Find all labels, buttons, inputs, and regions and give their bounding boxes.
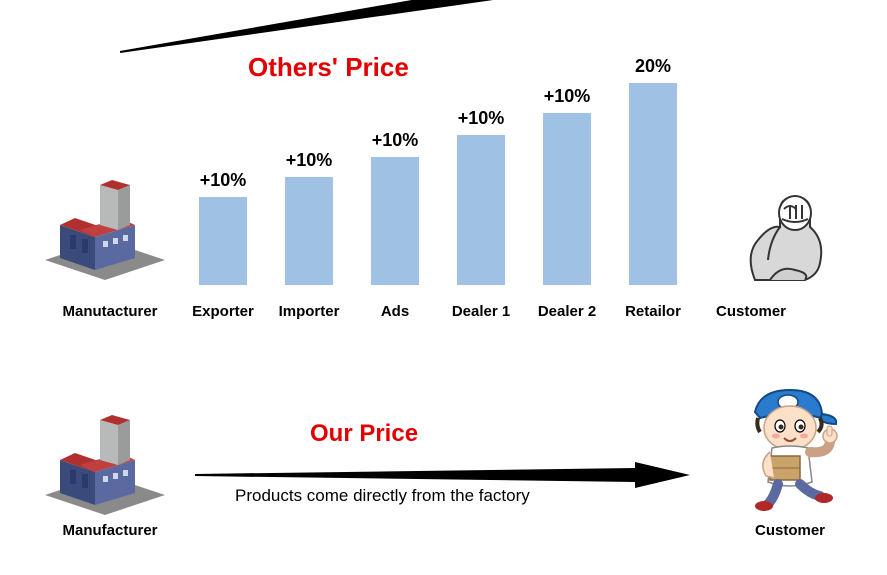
bar-label: 20% bbox=[635, 56, 671, 77]
bar-dealer1: +10% bbox=[438, 108, 524, 285]
our-price-title: Our Price bbox=[310, 420, 418, 448]
x-label-customer: Customer bbox=[696, 303, 806, 320]
our-price-section: Our Price Products come directly from th… bbox=[0, 390, 887, 575]
x-label-ads: Ads bbox=[352, 303, 438, 320]
bar-rect bbox=[199, 197, 247, 285]
x-label-dealer1: Dealer 1 bbox=[438, 303, 524, 320]
x-label-exporter: Exporter bbox=[180, 303, 266, 320]
bar-importer: +10% bbox=[266, 150, 352, 285]
x-label-importer: Importer bbox=[266, 303, 352, 320]
x-label-manufacturer: Manutacturer bbox=[40, 303, 180, 320]
bar-rect bbox=[543, 113, 591, 285]
bar-rect bbox=[371, 157, 419, 285]
x-label-manufacturer-bottom: Manufacturer bbox=[40, 522, 180, 539]
x-label-customer-bottom: Customer bbox=[735, 522, 845, 539]
bar-label: +10% bbox=[200, 170, 247, 191]
happy-customer-icon bbox=[730, 382, 840, 512]
bar-label: +10% bbox=[286, 150, 333, 171]
bar-rect bbox=[457, 135, 505, 285]
bar-dealer2: +10% bbox=[524, 86, 610, 285]
our-price-subtitle: Products come directly from the factory bbox=[235, 486, 530, 506]
x-axis-labels-top: Manutacturer Exporter Importer Ads Deale… bbox=[40, 303, 806, 320]
bar-exporter: +10% bbox=[180, 170, 266, 285]
bar-ads: +10% bbox=[352, 130, 438, 285]
x-label-retailor: Retailor bbox=[610, 303, 696, 320]
bar-label: +10% bbox=[372, 130, 419, 151]
factory-icon-bottom bbox=[40, 410, 170, 520]
factory-icon-top bbox=[40, 175, 170, 285]
bar-label: +10% bbox=[544, 86, 591, 107]
bar-retailor: 20% bbox=[610, 56, 696, 285]
bar-label: +10% bbox=[458, 108, 505, 129]
bar-rect bbox=[285, 177, 333, 285]
x-label-dealer2: Dealer 2 bbox=[524, 303, 610, 320]
sad-customer-icon bbox=[740, 185, 830, 285]
bar-rect bbox=[629, 83, 677, 285]
markup-bars: +10% +10% +10% +10% +10% 20% bbox=[180, 56, 696, 285]
others-price-section: Others' Price +10% bbox=[0, 0, 887, 340]
